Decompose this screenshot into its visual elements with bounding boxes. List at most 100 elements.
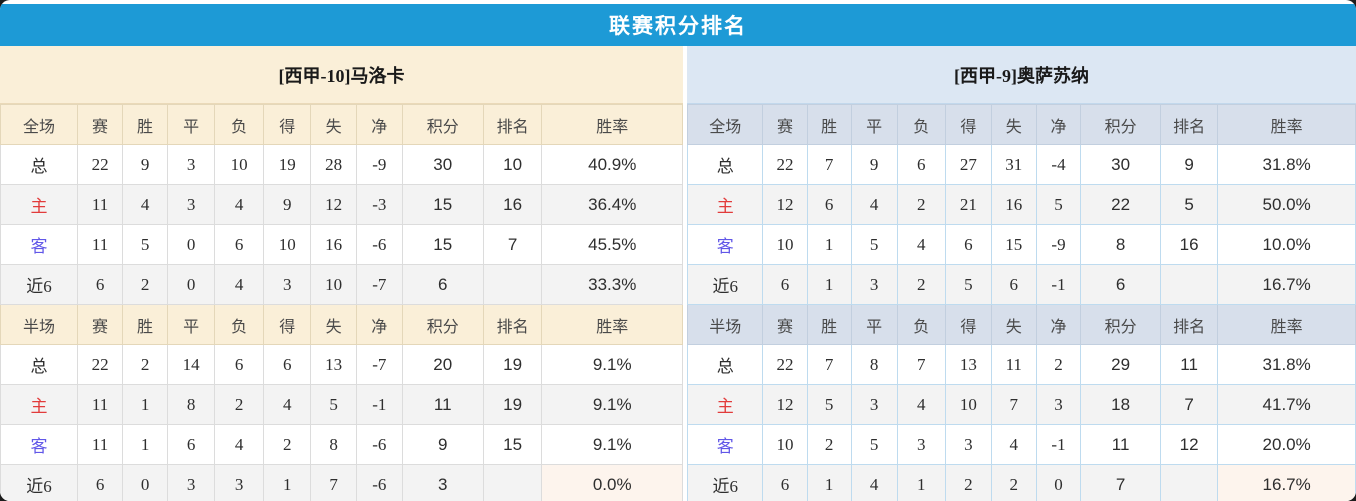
- stat-cell: 11: [77, 184, 124, 225]
- column-header: 失: [310, 304, 357, 345]
- stat-cell: 5: [310, 384, 357, 425]
- stat-row-away: 客 10 2 5 3 3 4 -1 11 12 20.0%: [686, 424, 1356, 465]
- stat-cell: 5: [1035, 184, 1082, 225]
- section-header-row: 半场赛胜平负得失净积分 排名 胜率: [686, 304, 1356, 345]
- stat-cell: 6: [896, 144, 946, 185]
- stat-cell: 4: [122, 184, 169, 225]
- column-header: 排名: [482, 304, 543, 345]
- stat-row-total: 总 22 2 14 6 6 13 -7 20 19 9.1%: [0, 344, 683, 385]
- stat-cell: 8: [850, 344, 898, 385]
- points-cell: 20: [401, 344, 484, 385]
- stat-cell: 2: [214, 384, 265, 425]
- rank-cell: 12: [1159, 424, 1219, 465]
- section-header-row: 全场赛胜平负得失净积分 排名 胜率: [0, 104, 683, 145]
- stat-cell: 3: [167, 464, 216, 501]
- column-header: 胜率: [1217, 104, 1356, 145]
- points-cell: 3: [401, 464, 484, 501]
- widget-title-bar: 联赛积分排名: [0, 4, 1356, 46]
- stat-cell: -9: [355, 144, 403, 185]
- winrate-cell: 9.1%: [541, 384, 683, 425]
- row-label: 总: [0, 344, 79, 385]
- winrate-cell: 16.7%: [1217, 464, 1356, 501]
- stat-cell: 4: [850, 184, 898, 225]
- stat-row-total: 总 22 9 3 10 19 28 -9 30 10 40.9%: [0, 144, 683, 185]
- winrate-cell: 9.1%: [541, 424, 683, 465]
- stat-cell: -6: [355, 424, 403, 465]
- points-cell: 15: [401, 224, 484, 265]
- rank-cell: [482, 264, 543, 305]
- stat-cell: 14: [167, 344, 216, 385]
- stat-cell: -1: [355, 384, 403, 425]
- row-label: 客: [0, 424, 79, 465]
- team-panel-right: [西甲-9]奥萨苏纳 全场赛胜平负得失净积分 排名 胜率总 22 7 9 6 27 31 -4 30…: [686, 46, 1356, 501]
- stat-cell: 4: [214, 264, 265, 305]
- stat-cell: 6: [214, 344, 265, 385]
- column-header: 平: [167, 304, 216, 345]
- stat-cell: 10: [310, 264, 357, 305]
- stat-cell: 9: [850, 144, 898, 185]
- stat-cell: 13: [944, 344, 992, 385]
- stat-cell: 6: [263, 344, 312, 385]
- stat-cell: 22: [762, 144, 808, 185]
- column-header: 负: [214, 104, 265, 145]
- column-header: 得: [944, 304, 992, 345]
- stat-cell: 7: [896, 344, 946, 385]
- stat-cell: 2: [896, 184, 946, 225]
- row-label: 客: [686, 424, 764, 465]
- column-header: 平: [850, 104, 898, 145]
- rank-cell: 7: [482, 224, 543, 265]
- points-cell: 9: [401, 424, 484, 465]
- stat-cell: 0: [167, 224, 216, 265]
- rank-cell: 19: [482, 384, 543, 425]
- winrate-cell: 0.0%: [541, 464, 683, 501]
- rank-cell: 15: [482, 424, 543, 465]
- stat-cell: 12: [762, 384, 808, 425]
- stat-cell: 7: [806, 344, 852, 385]
- stat-cell: 16: [310, 224, 357, 265]
- stat-cell: 9: [263, 184, 312, 225]
- winrate-cell: 33.3%: [541, 264, 683, 305]
- stat-cell: 7: [990, 384, 1037, 425]
- column-header: 胜: [122, 304, 169, 345]
- rank-cell: 10: [482, 144, 543, 185]
- stat-row-away: 客 10 1 5 4 6 15 -9 8 16 10.0%: [686, 224, 1356, 265]
- winrate-cell: 9.1%: [541, 344, 683, 385]
- column-header: 胜率: [541, 104, 683, 145]
- points-cell: 30: [401, 144, 484, 185]
- stat-cell: 22: [77, 344, 124, 385]
- stat-cell: 12: [310, 184, 357, 225]
- column-header: 积分: [401, 104, 484, 145]
- column-header: 排名: [1159, 104, 1219, 145]
- stat-cell: 7: [806, 144, 852, 185]
- stat-cell: -1: [1035, 264, 1082, 305]
- stat-cell: -7: [355, 344, 403, 385]
- rank-cell: 16: [482, 184, 543, 225]
- stat-cell: 11: [77, 384, 124, 425]
- stat-cell: 3: [167, 184, 216, 225]
- column-header: 排名: [482, 104, 543, 145]
- stat-cell: 6: [214, 224, 265, 265]
- column-header: 净: [1035, 104, 1082, 145]
- winrate-cell: 16.7%: [1217, 264, 1356, 305]
- stat-cell: 6: [762, 464, 808, 501]
- row-label: 客: [686, 224, 764, 265]
- stat-cell: 2: [896, 264, 946, 305]
- stat-cell: 10: [944, 384, 992, 425]
- stat-cell: 10: [214, 144, 265, 185]
- column-header: 赛: [762, 304, 808, 345]
- column-header: 胜率: [541, 304, 683, 345]
- stat-cell: 21: [944, 184, 992, 225]
- column-header: 负: [896, 104, 946, 145]
- stat-cell: 31: [990, 144, 1037, 185]
- row-label: 总: [686, 344, 764, 385]
- column-header: 失: [310, 104, 357, 145]
- stat-row-away: 客 11 1 6 4 2 8 -6 9 15 9.1%: [0, 424, 683, 465]
- stat-row-last6: 近6 6 1 4 1 2 2 0 7 16.7%: [686, 464, 1356, 501]
- stat-cell: 28: [310, 144, 357, 185]
- stat-cell: 7: [310, 464, 357, 501]
- stat-row-away: 客 11 5 0 6 10 16 -6 15 7 45.5%: [0, 224, 683, 265]
- stat-cell: -4: [1035, 144, 1082, 185]
- column-header: 得: [263, 104, 312, 145]
- rank-cell: 9: [1159, 144, 1219, 185]
